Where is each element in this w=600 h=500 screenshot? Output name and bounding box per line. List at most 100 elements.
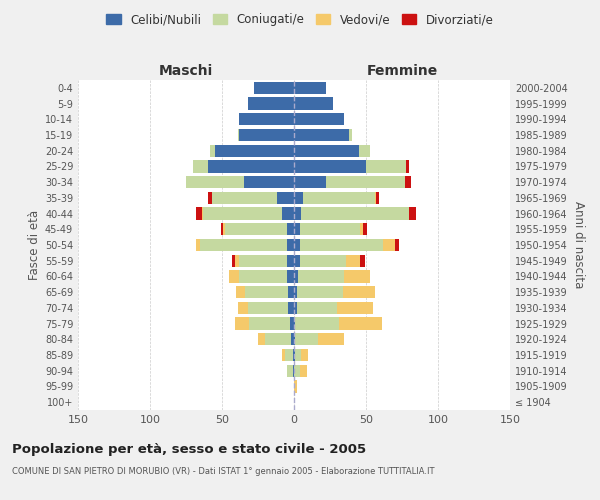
Bar xyxy=(232,254,235,267)
Bar xyxy=(223,223,225,235)
Bar xyxy=(319,333,344,345)
Bar xyxy=(301,208,409,220)
Bar xyxy=(338,318,382,330)
Bar xyxy=(202,208,203,220)
Bar xyxy=(359,144,370,157)
Bar xyxy=(300,223,360,235)
Bar xyxy=(286,349,293,361)
Bar xyxy=(300,239,383,251)
Bar xyxy=(376,192,379,204)
Bar xyxy=(277,192,294,204)
Bar xyxy=(374,192,376,204)
Bar xyxy=(225,223,287,235)
Bar xyxy=(200,239,287,251)
Bar xyxy=(291,333,294,345)
Bar xyxy=(250,318,290,330)
Bar xyxy=(294,98,333,110)
Bar xyxy=(186,176,244,188)
Bar xyxy=(405,176,410,188)
Bar xyxy=(294,223,300,235)
Bar xyxy=(383,239,395,251)
Bar xyxy=(283,208,294,220)
Bar xyxy=(300,364,307,377)
Bar xyxy=(211,144,215,157)
Bar xyxy=(406,160,409,172)
Bar xyxy=(287,239,294,251)
Bar xyxy=(366,160,406,172)
Bar xyxy=(294,239,300,251)
Bar xyxy=(212,192,277,204)
Bar xyxy=(395,239,399,251)
Bar xyxy=(363,223,367,235)
Bar xyxy=(208,160,294,172)
Bar xyxy=(235,254,239,267)
Bar xyxy=(298,270,344,282)
Bar xyxy=(290,318,294,330)
Bar xyxy=(294,82,326,94)
Bar xyxy=(287,364,293,377)
Bar xyxy=(208,192,212,204)
Bar xyxy=(294,364,300,377)
Bar xyxy=(294,333,295,345)
Bar xyxy=(294,270,298,282)
Bar xyxy=(215,144,294,157)
Y-axis label: Anni di nascita: Anni di nascita xyxy=(572,202,585,288)
Bar xyxy=(294,113,344,126)
Text: COMUNE DI SAN PIETRO DI MORUBIO (VR) - Dati ISTAT 1° gennaio 2005 - Elaborazione: COMUNE DI SAN PIETRO DI MORUBIO (VR) - D… xyxy=(12,468,434,476)
Bar xyxy=(248,98,294,110)
Text: Femmine: Femmine xyxy=(367,64,437,78)
Bar xyxy=(297,302,337,314)
Bar xyxy=(301,349,308,361)
Bar xyxy=(203,208,283,220)
Bar xyxy=(337,302,373,314)
Bar xyxy=(297,286,343,298)
Bar xyxy=(235,318,250,330)
Bar xyxy=(294,349,295,361)
Text: Maschi: Maschi xyxy=(159,64,213,78)
Bar xyxy=(265,333,291,345)
Bar xyxy=(349,129,352,141)
Text: Popolazione per età, sesso e stato civile - 2005: Popolazione per età, sesso e stato civil… xyxy=(12,442,366,456)
Bar xyxy=(409,208,416,220)
Bar xyxy=(344,270,370,282)
Bar xyxy=(294,318,295,330)
Legend: Celibi/Nubili, Coniugati/e, Vedovi/e, Divorziati/e: Celibi/Nubili, Coniugati/e, Vedovi/e, Di… xyxy=(101,8,499,31)
Bar xyxy=(239,270,287,282)
Bar xyxy=(287,223,294,235)
Bar xyxy=(294,144,359,157)
Bar xyxy=(294,160,366,172)
Bar xyxy=(258,333,265,345)
Bar xyxy=(294,380,297,392)
Bar xyxy=(248,302,288,314)
Bar xyxy=(360,254,365,267)
Bar xyxy=(346,254,360,267)
Bar xyxy=(236,286,245,298)
Bar xyxy=(239,254,287,267)
Y-axis label: Fasce di età: Fasce di età xyxy=(28,210,41,280)
Bar xyxy=(294,302,297,314)
Bar xyxy=(288,302,294,314)
Bar xyxy=(294,192,302,204)
Bar xyxy=(239,113,294,126)
Bar xyxy=(245,286,288,298)
Bar xyxy=(343,286,374,298)
Bar xyxy=(300,254,346,267)
Bar xyxy=(196,208,202,220)
Bar xyxy=(239,129,294,141)
Bar xyxy=(295,349,301,361)
Bar xyxy=(293,349,294,361)
Bar xyxy=(302,192,374,204)
Bar xyxy=(254,82,294,94)
Bar xyxy=(293,364,294,377)
Bar xyxy=(326,176,405,188)
Bar xyxy=(360,223,363,235)
Bar xyxy=(196,239,200,251)
Bar xyxy=(294,254,300,267)
Bar xyxy=(244,176,294,188)
Bar xyxy=(294,176,326,188)
Bar xyxy=(283,349,286,361)
Bar xyxy=(221,223,223,235)
Bar xyxy=(287,254,294,267)
Bar xyxy=(193,160,208,172)
Bar xyxy=(295,318,338,330)
